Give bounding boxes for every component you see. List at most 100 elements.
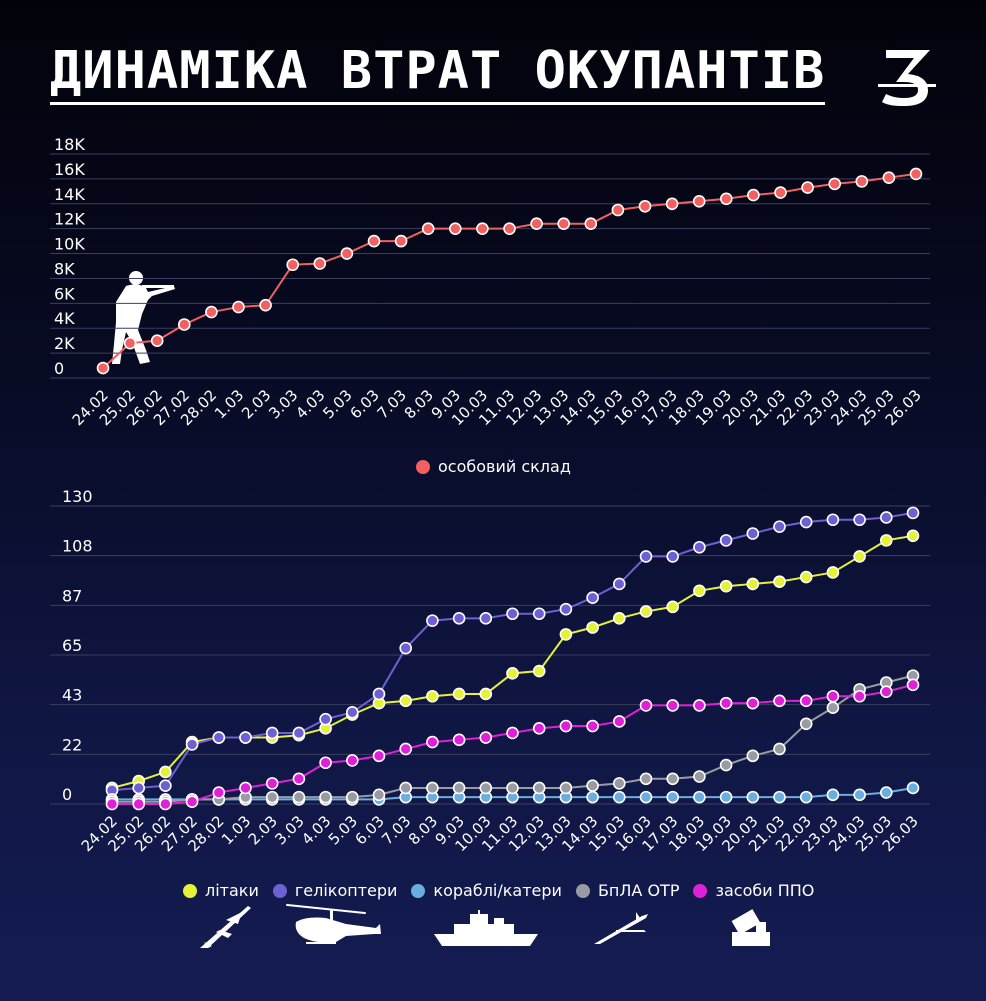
- data-point: [476, 222, 489, 235]
- data-point: [530, 217, 543, 230]
- data-point: [506, 667, 519, 680]
- series-line-0: [111, 534, 914, 789]
- data-point: [372, 687, 386, 701]
- y-tick-label: 10K: [54, 235, 85, 254]
- y-tick-label: 8K: [54, 259, 75, 278]
- data-point: [345, 754, 359, 767]
- data-point: [612, 612, 626, 625]
- data-point: [185, 738, 199, 751]
- data-point: [719, 192, 733, 206]
- data-point: [746, 527, 760, 540]
- data-point: [746, 696, 760, 710]
- data-point: [292, 772, 306, 786]
- legend-label: літаки: [205, 881, 259, 900]
- data-point: [265, 777, 279, 790]
- data-point: [559, 628, 573, 641]
- data-point: [452, 733, 466, 747]
- data-point: [559, 781, 573, 795]
- helicopter-icon: [286, 903, 381, 944]
- data-point: [612, 577, 626, 591]
- data-point: [313, 257, 327, 270]
- legend-dot: [411, 883, 426, 898]
- data-point: [638, 199, 652, 213]
- data-point: [399, 742, 413, 756]
- data-point: [292, 726, 306, 740]
- data-point: [559, 719, 573, 733]
- data-point: [399, 694, 413, 708]
- personnel-chart: 02K4K6K8K10K12K14K16K18K24.0225.0226.022…: [50, 135, 930, 429]
- data-point: [239, 781, 252, 795]
- y-tick-label: 0: [54, 359, 64, 378]
- data-point: [612, 715, 626, 728]
- legend-item: літаки: [183, 881, 259, 900]
- data-point: [746, 790, 760, 804]
- data-point: [666, 600, 680, 614]
- data-point: [746, 577, 760, 591]
- data-point: [666, 772, 680, 786]
- data-point: [232, 300, 245, 314]
- data-point: [319, 756, 332, 770]
- data-point: [557, 217, 571, 230]
- data-point: [826, 788, 840, 802]
- x-tick-label: 2.03: [238, 386, 274, 422]
- legend-label: БпЛА ОТР: [597, 881, 680, 900]
- legend-dot: [272, 883, 287, 898]
- data-point: [426, 689, 439, 703]
- x-tick-label: 7.03: [374, 386, 410, 422]
- data-point: [586, 779, 599, 792]
- data-point: [799, 790, 813, 804]
- data-point: [132, 781, 145, 795]
- data-point: [693, 790, 706, 804]
- data-point: [345, 790, 359, 804]
- data-point: [882, 171, 896, 184]
- data-point: [774, 186, 787, 199]
- y-tick-label: 87: [62, 586, 82, 605]
- data-point: [506, 781, 519, 795]
- legend-label: засоби ППО: [715, 881, 815, 900]
- air-defense-icon: [731, 909, 770, 946]
- data-point: [319, 712, 332, 726]
- data-point: [159, 779, 172, 792]
- logo-3-icon: [878, 50, 936, 106]
- data-point: [639, 772, 653, 786]
- data-point: [123, 336, 137, 350]
- legend-item: кораблі/катери: [411, 881, 562, 900]
- data-point: [559, 602, 573, 616]
- data-point: [855, 175, 869, 188]
- data-point: [212, 786, 226, 799]
- y-tick-label: 0: [62, 785, 72, 804]
- data-point: [394, 234, 408, 248]
- y-tick-label: 4K: [54, 309, 75, 328]
- data-point: [719, 579, 733, 593]
- legend-label: кораблі/катери: [433, 881, 562, 900]
- data-point: [452, 612, 466, 625]
- data-point: [639, 790, 653, 804]
- data-point: [532, 664, 546, 678]
- data-point: [879, 786, 893, 799]
- data-point: [773, 575, 786, 588]
- data-point: [212, 731, 226, 744]
- data-point: [639, 605, 653, 618]
- data-point: [906, 781, 920, 795]
- data-point: [259, 298, 272, 312]
- data-point: [612, 790, 626, 804]
- data-point: [506, 726, 519, 740]
- data-point: [506, 607, 519, 621]
- data-point: [286, 258, 300, 272]
- data-point: [421, 222, 435, 235]
- data-point: [185, 795, 199, 809]
- data-point: [319, 790, 332, 804]
- data-point: [826, 701, 840, 715]
- legend-dot: [575, 883, 590, 898]
- data-point: [340, 247, 354, 260]
- data-point: [773, 520, 786, 533]
- data-point: [799, 570, 813, 584]
- series-line-1: [111, 511, 914, 792]
- data-point: [426, 614, 439, 627]
- legend-dot: [693, 883, 708, 898]
- data-point: [584, 217, 598, 230]
- data-point: [826, 689, 840, 703]
- data-point: [909, 167, 923, 181]
- page-title: ДИНАМІКА ВТРАТ ОКУПАНТІВ: [50, 40, 826, 105]
- data-point: [853, 513, 866, 527]
